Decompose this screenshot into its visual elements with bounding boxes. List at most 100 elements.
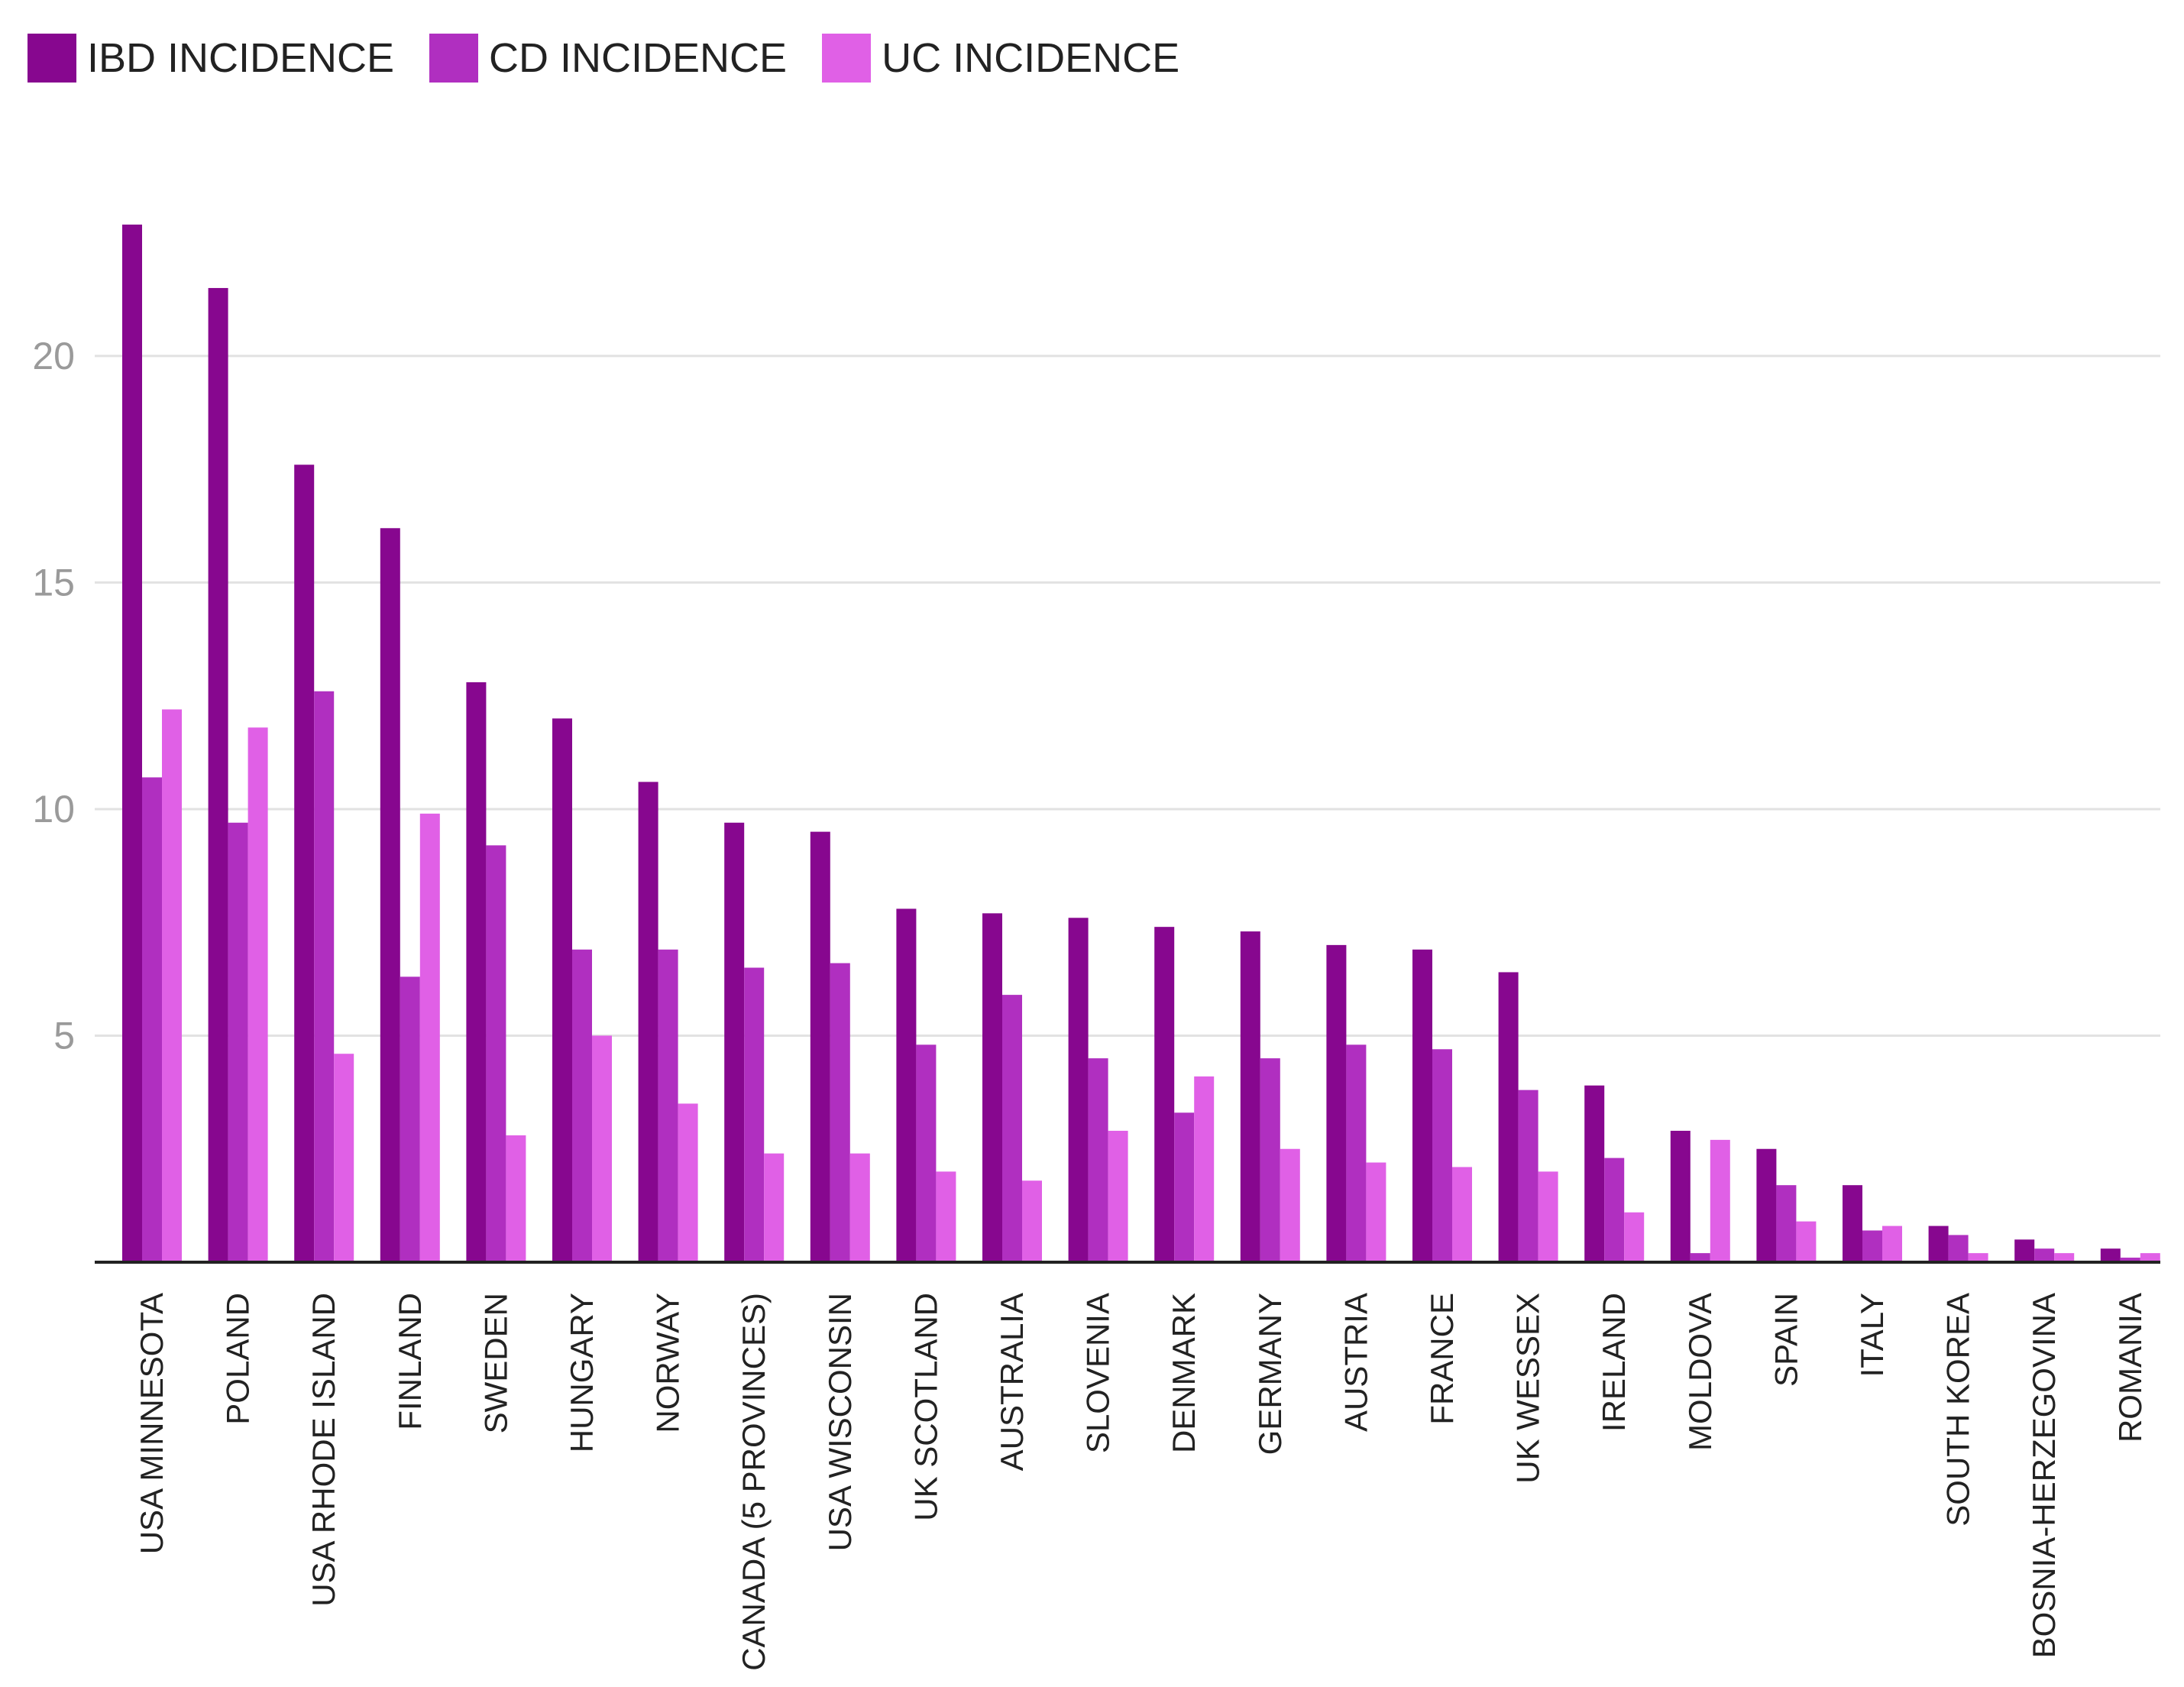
- bar-ibd-incidence-canada-5-provinces: [724, 822, 745, 1262]
- x-tick-label-australia: AUSTRALIA: [994, 1293, 1030, 1471]
- bar-uc-incidence-uk-scotland: [936, 1171, 956, 1262]
- y-tick-label-20: 20: [32, 335, 75, 377]
- x-tick-label-south-korea: SOUTH KOREA: [1940, 1293, 1976, 1527]
- bar-uc-incidence-ireland: [1624, 1212, 1645, 1262]
- bar-ibd-incidence-ireland: [1584, 1085, 1605, 1262]
- bar-uc-incidence-bosnia-herzegovina: [2054, 1253, 2075, 1262]
- bar-ibd-incidence-usa-rhode-island: [294, 465, 315, 1263]
- bar-ibd-incidence-germany: [1240, 931, 1260, 1262]
- legend-label-cd-incidence: CD INCIDENCE: [489, 35, 788, 81]
- x-tick-label-uk-wessex: UK WESSEX: [1510, 1293, 1546, 1484]
- x-tick-label-spain: SPAIN: [1768, 1293, 1804, 1387]
- bar-uc-incidence-uk-wessex: [1538, 1171, 1558, 1262]
- bar-ibd-incidence-finland: [380, 528, 400, 1262]
- bar-ibd-incidence-australia: [982, 913, 1002, 1262]
- x-tick-label-bosnia-herzegovina: BOSNIA-HERZEGOVINA: [2026, 1293, 2062, 1658]
- bar-cd-incidence-france: [1432, 1049, 1452, 1262]
- bar-uc-incidence-usa-wisconsin: [849, 1153, 870, 1262]
- bar-cd-incidence-uk-scotland: [916, 1044, 937, 1262]
- bar-cd-incidence-italy: [1862, 1230, 1882, 1262]
- bar-ibd-incidence-hungary: [552, 718, 572, 1262]
- bar-ibd-incidence-usa-minnesota: [122, 224, 142, 1262]
- bar-uc-incidence-canada-5-provinces: [764, 1153, 785, 1262]
- x-tick-label-finland: FINLAND: [392, 1293, 428, 1430]
- bar-uc-incidence-usa-minnesota: [162, 709, 182, 1262]
- x-tick-label-romania: ROMANIA: [2112, 1293, 2148, 1443]
- x-tick-label-hungary: HUNGARY: [564, 1293, 600, 1452]
- legend-label-uc-incidence: UC INCIDENCE: [882, 35, 1180, 81]
- bar-uc-incidence-south-korea: [1968, 1253, 1988, 1262]
- bar-uc-incidence-moldova: [1710, 1139, 1730, 1262]
- bar-uc-incidence-denmark: [1194, 1076, 1215, 1262]
- bar-uc-incidence-finland: [419, 813, 440, 1262]
- bar-cd-incidence-sweden: [486, 845, 506, 1262]
- x-tick-label-france: FRANCE: [1424, 1293, 1460, 1425]
- y-tick-label-10: 10: [32, 788, 75, 831]
- bar-ibd-incidence-slovenia: [1068, 918, 1089, 1262]
- bar-ibd-incidence-italy: [1843, 1185, 1862, 1262]
- bar-ibd-incidence-romania: [2100, 1248, 2121, 1262]
- legend-item-cd-incidence: CD INCIDENCE: [429, 34, 787, 83]
- x-tick-label-ireland: IRELAND: [1596, 1293, 1632, 1432]
- bar-ibd-incidence-moldova: [1670, 1131, 1691, 1262]
- bar-cd-incidence-slovenia: [1088, 1058, 1108, 1262]
- legend-swatch-ibd-incidence: [28, 34, 76, 83]
- bar-uc-incidence-poland: [248, 727, 268, 1262]
- x-tick-label-austria: AUSTRIA: [1338, 1293, 1373, 1432]
- bar-ibd-incidence-bosnia-herzegovina: [2014, 1239, 2035, 1262]
- bar-uc-incidence-italy: [1882, 1226, 1902, 1262]
- legend-item-ibd-incidence: IBD INCIDENCE: [28, 34, 394, 83]
- bar-cd-incidence-spain: [1776, 1185, 1797, 1262]
- bar-cd-incidence-denmark: [1174, 1112, 1195, 1262]
- bar-cd-incidence-south-korea: [1948, 1235, 1969, 1262]
- bar-cd-incidence-canada-5-provinces: [744, 967, 765, 1262]
- x-tick-label-usa-rhode-island: USA RHODE ISLAND: [306, 1293, 341, 1607]
- bar-ibd-incidence-uk-wessex: [1498, 972, 1519, 1262]
- bar-uc-incidence-hungary: [592, 1035, 612, 1262]
- bar-ibd-incidence-uk-scotland: [896, 908, 917, 1262]
- bar-ibd-incidence-sweden: [466, 682, 487, 1262]
- bar-cd-incidence-ireland: [1604, 1158, 1625, 1262]
- bar-cd-incidence-uk-wessex: [1518, 1090, 1539, 1262]
- bar-uc-incidence-slovenia: [1108, 1131, 1128, 1262]
- bar-cd-incidence-usa-minnesota: [142, 777, 162, 1262]
- bar-uc-incidence-australia: [1022, 1180, 1042, 1262]
- legend-swatch-uc-incidence: [822, 34, 872, 83]
- x-tick-label-germany: GERMANY: [1252, 1293, 1288, 1455]
- bar-uc-incidence-romania: [2140, 1253, 2160, 1262]
- bar-ibd-incidence-austria: [1326, 944, 1347, 1262]
- bar-uc-incidence-usa-rhode-island: [334, 1054, 354, 1262]
- bar-cd-incidence-norway: [658, 949, 678, 1262]
- bar-cd-incidence-usa-rhode-island: [314, 691, 335, 1262]
- bar-uc-incidence-austria: [1366, 1162, 1386, 1262]
- x-tick-label-italy: ITALY: [1854, 1293, 1890, 1377]
- bar-cd-incidence-finland: [400, 976, 420, 1262]
- x-tick-label-moldova: MOLDOVA: [1682, 1293, 1718, 1451]
- bar-cd-incidence-romania: [2120, 1258, 2140, 1262]
- x-tick-label-poland: POLAND: [220, 1293, 256, 1425]
- bar-ibd-incidence-spain: [1756, 1148, 1777, 1262]
- bar-cd-incidence-poland: [228, 822, 248, 1262]
- bar-ibd-incidence-france: [1412, 949, 1432, 1262]
- bar-uc-incidence-france: [1452, 1167, 1472, 1262]
- y-tick-label-5: 5: [53, 1014, 75, 1057]
- bar-uc-incidence-germany: [1280, 1148, 1300, 1262]
- x-tick-label-usa-minnesota: USA MINNESOTA: [134, 1293, 170, 1554]
- y-tick-label-15: 15: [32, 561, 75, 604]
- bar-cd-incidence-germany: [1260, 1058, 1280, 1262]
- legend-item-uc-incidence: UC INCIDENCE: [822, 34, 1179, 83]
- bar-uc-incidence-sweden: [506, 1135, 526, 1262]
- bar-cd-incidence-moldova: [1690, 1253, 1710, 1262]
- bar-uc-incidence-spain: [1796, 1221, 1817, 1262]
- legend-label-ibd-incidence: IBD INCIDENCE: [87, 35, 395, 81]
- x-tick-label-canada-5-provinces: CANADA (5 PROVINCES): [736, 1293, 772, 1671]
- legend-swatch-cd-incidence: [429, 34, 479, 83]
- x-tick-label-sweden: SWEDEN: [477, 1293, 513, 1433]
- bar-cd-incidence-bosnia-herzegovina: [2034, 1248, 2055, 1262]
- x-tick-label-usa-wisconsin: USA WISCONSIN: [822, 1293, 858, 1551]
- x-tick-label-denmark: DENMARK: [1166, 1293, 1202, 1453]
- bar-cd-incidence-austria: [1346, 1044, 1367, 1262]
- bar-cd-incidence-australia: [1002, 995, 1022, 1262]
- chart-legend: IBD INCIDENCE CD INCIDENCE UC INCIDENCE: [28, 34, 1215, 83]
